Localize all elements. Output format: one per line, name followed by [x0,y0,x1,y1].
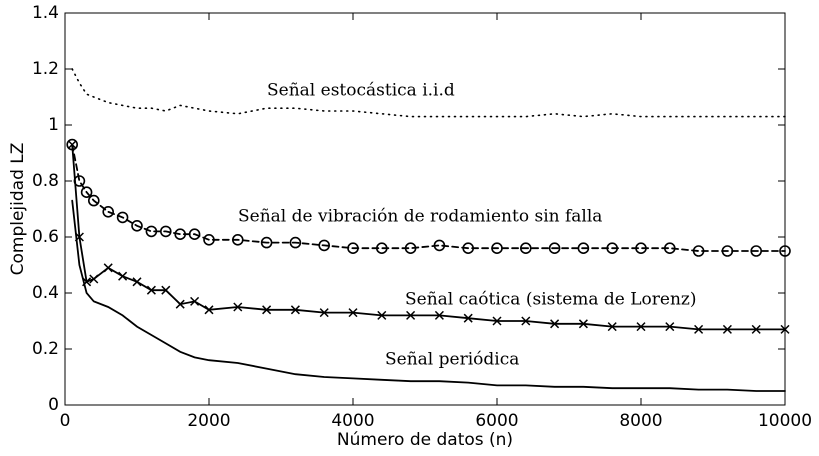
marker [607,322,617,332]
series-annotation: Señal caótica (sistema de Lorenz) [405,290,697,310]
y-tick-label: 0 [48,395,59,415]
marker [190,296,200,306]
series-annotation: Señal periódica [385,350,519,370]
marker [319,308,329,318]
marker [347,242,359,254]
marker [750,245,763,257]
marker [233,302,243,312]
marker [694,324,704,334]
marker [463,313,473,323]
marker [203,234,215,246]
marker [348,308,358,318]
marker [433,239,446,252]
x-tick-label: 6000 [475,411,518,431]
marker [578,319,588,329]
marker [577,242,590,254]
marker [131,220,143,232]
marker [636,322,646,332]
y-tick-label: 0.2 [32,339,59,359]
y-axis-label: Complejidad LZ [8,143,28,276]
marker [665,322,675,332]
marker [80,186,93,198]
marker [406,310,416,320]
marker [118,271,128,281]
marker [434,310,444,320]
series-annotation: Señal estocástica i.i.d [267,81,455,101]
x-axis-label: Número de datos (n) [337,430,513,450]
marker [548,242,561,254]
marker [462,242,475,254]
x-tick-label: 2000 [187,411,230,431]
marker [635,242,647,254]
marker [377,310,387,320]
series-line [71,199,786,392]
series-annotation: Señal de vibración de rodamiento sin fal… [238,207,602,227]
marker [146,285,156,295]
marker [663,242,676,254]
x-tick-label: 10000 [758,411,812,431]
series-line [71,143,786,331]
plot-frame [64,12,786,406]
y-tick-label: 0.8 [32,171,59,191]
marker [132,277,142,287]
marker [519,242,532,254]
marker [780,324,790,334]
marker [102,206,114,218]
marker [161,285,171,295]
marker [145,225,158,238]
marker [116,211,129,224]
marker [318,239,331,252]
y-tick-label: 1.2 [32,59,59,79]
marker [375,242,388,254]
marker [290,305,300,315]
marker [751,324,761,334]
marker [779,245,791,257]
marker [89,274,99,284]
x-tick-label: 8000 [619,411,662,431]
marker [404,242,417,254]
marker [188,228,201,240]
marker [232,234,244,246]
y-tick-label: 1.4 [32,3,59,23]
marker [175,299,185,309]
marker [67,140,77,150]
marker [722,324,732,334]
marker [174,228,186,240]
y-tick-label: 0.4 [32,283,59,303]
marker [550,319,560,329]
marker [103,263,113,273]
marker [692,245,705,257]
series-line [71,143,786,252]
x-tick-label: 4000 [331,411,374,431]
marker [606,242,619,254]
marker [204,305,214,315]
marker [721,245,734,257]
marker [262,305,272,315]
marker [492,316,502,326]
y-tick-label: 0.6 [32,227,59,247]
y-tick-label: 1 [48,115,59,135]
marker [491,242,503,254]
marker [88,194,100,207]
x-tick-label: 0 [60,411,71,431]
marker [289,236,302,249]
marker [521,316,531,326]
marker [160,225,172,238]
marker [260,236,273,249]
